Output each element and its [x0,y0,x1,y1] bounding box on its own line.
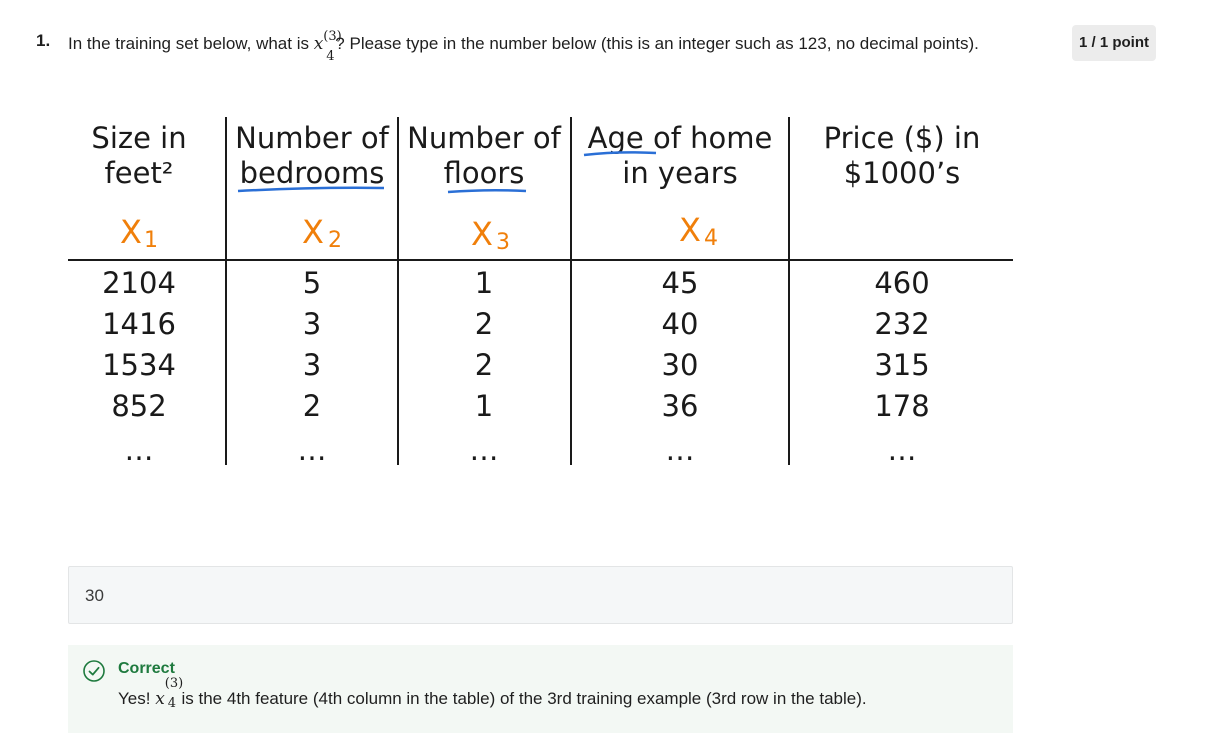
header-price-line1: Price ($) in [824,121,981,155]
table-cell: 3 [303,348,321,382]
table-cell: 36 [662,389,699,423]
feedback-var-indices: (3) 4 [165,676,183,711]
table-cell: 1 [475,389,493,423]
feature-x4-sub: 4 [704,226,718,251]
table-cell: 232 [874,307,929,341]
table-cell: 1534 [102,348,176,382]
header-floors-line2: floors [444,156,525,190]
table-cell: 315 [874,348,929,382]
header-age-line1: Age of home [588,121,773,155]
table-cell: … [125,433,154,467]
feedback-var-sup: (3) [164,676,184,691]
question-text-before: In the training set below, what is [68,34,314,53]
feedback-var-letter: x [155,689,165,709]
feature-x2-sub: 2 [328,228,342,253]
table-cell: 178 [874,389,929,423]
table-cell: 5 [303,266,321,300]
check-circle-icon [83,660,105,682]
question-variable: x (3) 4 [313,29,342,64]
table-cell: 2 [475,348,493,382]
feature-x3-letter: X [471,215,493,253]
question-number: 1. [36,31,51,50]
feature-x3-sub: 3 [496,230,510,255]
answer-input[interactable]: 30 [68,566,1013,624]
table-cell: … [888,433,917,467]
table-cell: … [666,433,695,467]
table-cell: 45 [662,266,699,300]
table-cell: 2104 [102,266,176,300]
feedback-var-sub: 4 [167,696,177,711]
table-cell: 1 [475,266,493,300]
table-cell: 3 [303,307,321,341]
feature-label-x4: X 4 [679,211,718,251]
feedback-text: Yes! x (3) 4 is the 4th feature (4th colum… [118,676,867,711]
table-cell: … [298,433,327,467]
question-var-indices: (3) 4 [323,29,341,64]
feedback-title: Correct [118,660,175,677]
table-cell: 1416 [102,307,176,341]
header-size-line2: feet² [105,156,174,190]
header-floors-line1: Number of [407,121,561,155]
table-cell: 460 [874,266,929,300]
training-set-table: Size in feet² Number of bedrooms Number … [68,117,1013,467]
header-age-line2: in years [622,156,737,190]
header-price-line2: $1000’s [844,156,961,190]
points-badge: 1 / 1 point [1072,25,1156,61]
header-bedrooms-line2: bedrooms [240,156,385,190]
feature-x2-letter: X [302,213,324,251]
table-cell: 40 [662,307,699,341]
question-text-after: ? Please type in the number below (this … [335,34,979,53]
feature-x1-sub: 1 [144,228,158,253]
question-text: In the training set below, what is x (3) 4… [68,28,1028,64]
table-cell: 852 [111,389,166,423]
header-bedrooms-line1: Number of [235,121,389,155]
question-var-sub: 4 [326,49,335,64]
table-cell: 2 [475,307,493,341]
feedback-variable: x (3) 4 [155,676,183,711]
question-var-letter: x [313,34,324,54]
question-var-sup: (3) [323,29,342,44]
feedback-text-after: is the 4th feature (4th column in the ta… [176,689,867,708]
header-size-line1: Size in [91,121,186,155]
feature-label-x1: X 1 [120,213,158,253]
feedback-panel: Correct Yes! x (3) 4 is the 4th feature (4… [68,645,1013,733]
table-cell: 2 [303,389,321,423]
feature-label-x2: X 2 [302,213,342,253]
table-cell: … [470,433,499,467]
training-set-table-image: Size in feet² Number of bedrooms Number … [68,115,1013,467]
feature-x4-letter: X [679,211,701,249]
feature-label-x3: X 3 [471,215,510,255]
table-cell: 30 [662,348,699,382]
feedback-text-before: Yes! [118,689,156,708]
feature-x1-letter: X [120,213,142,251]
